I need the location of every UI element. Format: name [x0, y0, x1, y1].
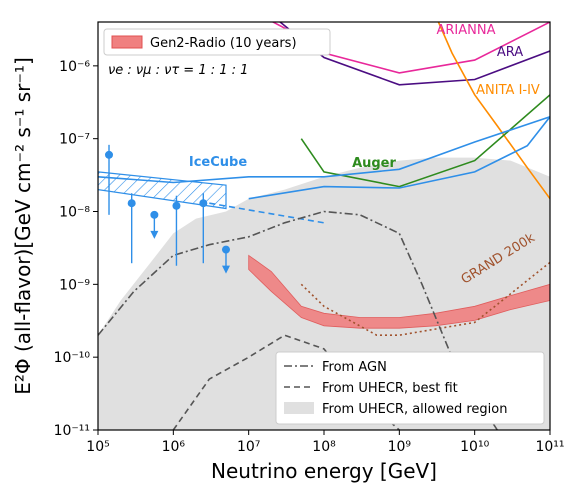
y-tick-label: 10⁻¹⁰ [54, 350, 91, 366]
icecube-data-point [150, 210, 159, 219]
x-tick-label: 10¹¹ [535, 439, 564, 455]
x-tick-label: 10¹⁰ [460, 439, 489, 455]
icecube-hatched-region [98, 171, 227, 210]
y-tick-label: 10⁻⁶ [59, 59, 90, 75]
annotation-auger: Auger [352, 156, 396, 171]
legend-swatch-uhecr-allowed [284, 402, 314, 414]
series-line-icecube [248, 116, 550, 200]
y-tick-label: 10⁻⁸ [59, 205, 90, 221]
series-line-auger [300, 94, 550, 188]
icecube-data-point [172, 201, 181, 210]
y-tick-label: 10⁻¹¹ [54, 423, 90, 439]
annotation-icecube: IceCube [189, 155, 247, 170]
series-line-grand-200k [300, 261, 550, 336]
legend-label: From UHECR, best fit [322, 381, 458, 396]
series-line-anita-i-iv [437, 22, 550, 200]
flavor-ratio-note: νe : νμ : ντ = 1 : 1 : 1 [108, 63, 248, 78]
x-tick-label: 10⁶ [162, 439, 186, 455]
legend-label: From UHECR, allowed region [322, 402, 508, 417]
gen2-radio-sensitivity-band [248, 254, 550, 329]
x-axis-label: Neutrino energy [GeV] [211, 459, 437, 483]
legend-label-gen2-radio: Gen2-Radio (10 years) [150, 36, 297, 51]
y-tick-label: 10⁻⁹ [59, 277, 90, 293]
x-tick-label: 10⁷ [237, 439, 260, 455]
x-tick-label: 10⁹ [388, 439, 412, 455]
icecube-upper-limit-arrowhead [150, 230, 159, 239]
legend-bottom-box [275, 351, 545, 425]
legend-top-box [103, 28, 331, 56]
annotation-ara: ARA [497, 45, 523, 60]
icecube-data-point [127, 199, 136, 208]
series-line-from-uhecr-best-fit [172, 334, 400, 430]
x-tick-label: 10⁵ [86, 439, 109, 455]
y-axis-label: E²Φ (all-flavor)[GeV cm⁻² s⁻¹ sr⁻¹] [11, 57, 35, 395]
series-line-icecube-thin [98, 116, 550, 184]
icecube-data-point [221, 245, 230, 254]
icecube-upper-limit-arrowhead [221, 265, 230, 274]
legend-swatch-gen2-radio [111, 35, 143, 49]
icecube-data-point [199, 199, 208, 208]
legend-label: From AGN [322, 360, 387, 375]
y-tick-label: 10⁻⁷ [59, 132, 90, 148]
x-tick-label: 10⁸ [312, 439, 336, 455]
annotation-arianna: ARIANNA [437, 23, 496, 38]
annotation-anita-i-iv: ANITA I-IV [476, 83, 540, 98]
icecube-data-point [105, 150, 114, 159]
